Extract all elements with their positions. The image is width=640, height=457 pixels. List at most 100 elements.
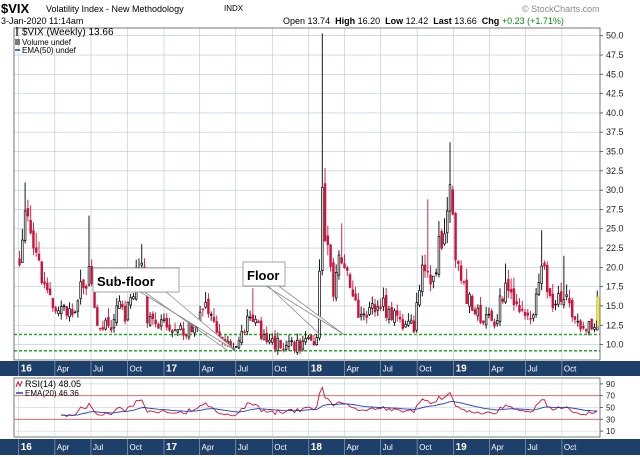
candle-129 bbox=[376, 300, 380, 317]
candle-body bbox=[382, 297, 385, 307]
exchange-label: INDX bbox=[224, 4, 244, 13]
candle-47 bbox=[148, 312, 152, 327]
candle-body bbox=[265, 332, 268, 343]
candle-115 bbox=[337, 250, 341, 280]
candle-body bbox=[496, 320, 499, 325]
candle-9 bbox=[43, 271, 46, 289]
annotations: Sub-floor Floor bbox=[92, 261, 345, 352]
candle-body bbox=[126, 301, 130, 321]
candle-body bbox=[157, 323, 160, 329]
candle-105 bbox=[309, 334, 313, 341]
candle-83 bbox=[248, 310, 252, 322]
month-band-main-label-8: 18 bbox=[311, 364, 323, 375]
candle-body bbox=[334, 272, 338, 299]
candle-body bbox=[18, 258, 21, 266]
candle-body bbox=[568, 297, 571, 304]
candle-69 bbox=[209, 311, 213, 321]
candle-50 bbox=[157, 322, 160, 329]
chart-symbol: $VIX bbox=[1, 1, 30, 16]
candle-body bbox=[148, 315, 152, 326]
candle-49 bbox=[154, 312, 157, 328]
candle-14 bbox=[57, 306, 60, 317]
y-tick-label-15: 47.5 bbox=[606, 50, 624, 60]
rsi-y-tick-label-3: 70 bbox=[606, 392, 615, 401]
candle-body bbox=[290, 340, 293, 342]
candle-189 bbox=[543, 260, 546, 270]
candle-body bbox=[551, 293, 555, 308]
candle-206 bbox=[590, 318, 593, 331]
candle-body bbox=[62, 305, 66, 308]
candle-body bbox=[171, 330, 174, 333]
candle-body bbox=[271, 338, 274, 343]
candle-body bbox=[476, 307, 480, 317]
candle-body bbox=[90, 266, 93, 285]
candle-body bbox=[112, 319, 116, 329]
candle-191 bbox=[548, 287, 552, 298]
annotation-floor-pointer-2 bbox=[267, 285, 321, 335]
candle-60 bbox=[184, 333, 188, 340]
rsi-legend-ema: EMA(20) 46.36 bbox=[25, 389, 79, 398]
y-tick-label-0: 10.0 bbox=[606, 340, 624, 350]
candle-body bbox=[390, 306, 393, 321]
candle-body bbox=[129, 297, 132, 306]
rsi-legend-glyph bbox=[15, 380, 23, 388]
candle-body bbox=[318, 270, 321, 339]
legend-volume: Volume undef bbox=[22, 38, 72, 47]
candle-158 bbox=[457, 260, 460, 272]
month-band-rsi-label-11: Oct bbox=[419, 443, 432, 452]
candle-118 bbox=[346, 265, 349, 277]
candle-body bbox=[212, 316, 216, 322]
candle-body bbox=[448, 184, 452, 212]
candle-68 bbox=[207, 293, 210, 318]
month-band-main-label-13: Apr bbox=[491, 365, 504, 374]
candle-body bbox=[71, 308, 74, 316]
candle-body bbox=[468, 293, 471, 307]
candle-body bbox=[412, 320, 416, 333]
candle-160 bbox=[462, 280, 466, 286]
candle-80 bbox=[240, 324, 243, 346]
candle-body bbox=[243, 331, 246, 334]
candle-body bbox=[546, 264, 549, 293]
candle-122 bbox=[357, 292, 360, 318]
annotation-floor-box bbox=[242, 261, 286, 287]
candle-40 bbox=[129, 293, 132, 309]
candle-197 bbox=[565, 284, 568, 301]
candle-140 bbox=[407, 313, 410, 327]
candle-204 bbox=[584, 328, 588, 334]
candle-body bbox=[518, 305, 521, 312]
candle-body bbox=[57, 310, 60, 314]
candle-37 bbox=[121, 300, 124, 310]
rsi-y-tick-label-2: 50 bbox=[606, 404, 615, 413]
candle-29 bbox=[98, 327, 102, 332]
candle-body bbox=[490, 310, 493, 321]
candle-59 bbox=[182, 321, 185, 341]
annotation-floor-label: Floor bbox=[247, 268, 280, 283]
y-tick-label-9: 32.5 bbox=[606, 166, 624, 176]
chg-label: Chg bbox=[481, 16, 500, 26]
candle-12 bbox=[51, 297, 55, 313]
candle-100 bbox=[296, 333, 299, 356]
month-band-main-label-14: Jul bbox=[527, 365, 537, 374]
candle-131 bbox=[382, 287, 385, 312]
candle-154 bbox=[446, 196, 449, 244]
candle-187 bbox=[537, 273, 541, 297]
candle-145 bbox=[421, 255, 424, 297]
month-band-main-label-4: 17 bbox=[166, 364, 178, 375]
candle-111 bbox=[326, 225, 330, 256]
candle-body bbox=[482, 320, 485, 324]
candle-body bbox=[573, 316, 577, 320]
month-band-main-bg bbox=[0, 361, 640, 376]
candle-body bbox=[32, 230, 35, 249]
annotation-subfloor: Sub-floor bbox=[92, 267, 237, 352]
candle-7 bbox=[37, 241, 41, 262]
candle-body bbox=[234, 345, 238, 348]
candle-4 bbox=[29, 205, 32, 235]
candle-127 bbox=[371, 296, 374, 315]
candle-78 bbox=[234, 345, 238, 348]
month-band-rsi-label-10: Jul bbox=[383, 443, 393, 452]
candle-164 bbox=[473, 306, 477, 316]
candle-body bbox=[512, 288, 516, 306]
candle-132 bbox=[384, 287, 388, 322]
candle-190 bbox=[546, 261, 549, 299]
month-band-main-label-10: Jul bbox=[383, 365, 393, 374]
